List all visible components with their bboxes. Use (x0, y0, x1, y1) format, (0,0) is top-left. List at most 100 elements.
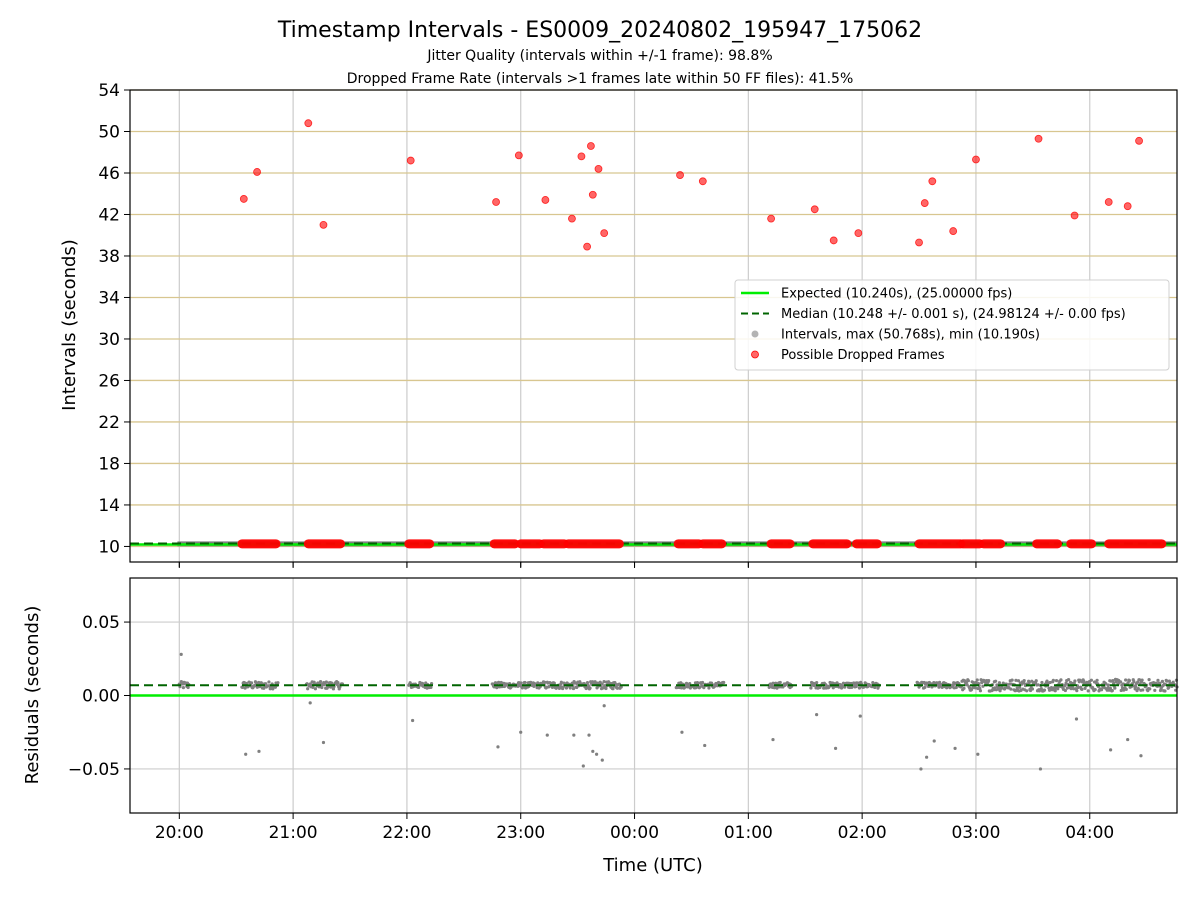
x-tick-label: 22:00 (382, 823, 431, 843)
residual-point (497, 680, 501, 684)
residual-point (244, 752, 248, 756)
residual-point (923, 685, 927, 690)
residual-point (318, 679, 323, 684)
residual-point (568, 686, 572, 690)
residual-point (925, 755, 929, 759)
dropped-frame-point (915, 238, 923, 247)
residual-point (320, 685, 324, 690)
residual-point (1095, 678, 1099, 682)
residual-point (962, 686, 966, 690)
residual-point (1154, 681, 1158, 685)
residual-point (966, 679, 970, 683)
residual-point (1075, 688, 1079, 693)
dropped-frame-point (1135, 136, 1143, 145)
residual-point (932, 739, 936, 743)
residual-point (1078, 678, 1082, 682)
residual-point (858, 714, 862, 718)
residual-point (1003, 686, 1007, 690)
residual-point (602, 679, 606, 684)
residual-point (179, 652, 183, 656)
residual-point (1089, 678, 1093, 682)
dropped-frame-point (239, 195, 248, 203)
dropped-frame-point (949, 227, 958, 235)
x-axis-label: Time (UTC) (602, 855, 703, 876)
residual-point (1025, 689, 1029, 693)
intervals-y-tick-label: 30 (98, 330, 120, 350)
residual-point (329, 681, 334, 685)
residual-point (1027, 680, 1031, 685)
dropped-frame-point (972, 155, 980, 164)
residuals-y-tick-label: −0.05 (68, 760, 120, 780)
residual-point (1118, 680, 1123, 684)
dropped-frame-point (1123, 202, 1132, 211)
intervals-y-tick-label: 18 (98, 454, 120, 474)
residual-point (1056, 687, 1060, 691)
residual-point (416, 685, 421, 690)
residual-point (276, 681, 280, 685)
legend: Expected (10.240s), (25.00000 fps) Median… (734, 279, 1170, 371)
residual-point (1148, 687, 1152, 691)
residual-point (1030, 687, 1035, 691)
dropped-frame-point (1070, 211, 1079, 220)
residual-point (700, 680, 705, 685)
dropped-frame-point (1104, 198, 1113, 206)
residual-point (306, 687, 310, 691)
residual-point (1048, 680, 1052, 685)
intervals-y-axis-label: Intervals (seconds) (59, 239, 80, 411)
residual-point (940, 685, 944, 689)
residual-point (1136, 687, 1140, 691)
legend-label: Intervals, max (50.768s), min (10.190s) (781, 328, 1040, 343)
x-tick-label: 03:00 (951, 823, 1000, 843)
residual-point (1040, 680, 1044, 685)
residual-point (815, 712, 819, 717)
residual-point (1106, 686, 1110, 690)
residual-point (1009, 687, 1013, 691)
residual-point (1021, 681, 1026, 685)
residuals-y-tick-label: 0.00 (82, 687, 120, 707)
dropped-frame-point (920, 199, 929, 207)
residual-point (1042, 688, 1047, 692)
residual-point (919, 767, 923, 771)
intervals-y-tick-label: 54 (98, 81, 120, 101)
residual-point (240, 685, 245, 689)
residual-point (587, 733, 591, 737)
jitter-quality-subtitle: Jitter Quality (intervals within +/-1 fr… (426, 48, 772, 64)
residual-point (1163, 689, 1167, 693)
residual-point (1156, 678, 1160, 682)
residual-point (581, 764, 585, 768)
residual-point (1074, 717, 1079, 721)
residual-point (591, 749, 595, 753)
residual-point (1076, 685, 1080, 690)
dropped-frame-point (304, 119, 313, 128)
residual-point (552, 681, 556, 685)
residual-point (771, 737, 775, 742)
residual-point (1111, 678, 1115, 683)
residual-point (1093, 688, 1097, 692)
dropped-frame-point (577, 152, 586, 161)
dropped-frame-point (568, 214, 576, 223)
residual-point (588, 686, 592, 690)
legend-intervals-swatch (751, 330, 759, 338)
residual-point (336, 680, 340, 685)
residual-point (1134, 684, 1138, 689)
residual-point (1036, 683, 1040, 687)
residual-point (978, 689, 983, 693)
residual-point (1039, 687, 1043, 691)
residual-point (1104, 682, 1108, 686)
residual-point (994, 679, 998, 683)
residual-point (1109, 748, 1113, 752)
residual-point (997, 681, 1002, 685)
x-tick-label: 01:00 (724, 823, 773, 843)
residual-point (559, 680, 563, 684)
residual-point (308, 701, 312, 705)
intervals-y-tick-label: 26 (98, 371, 120, 391)
residual-point (572, 733, 576, 737)
residual-point (973, 686, 977, 690)
dropped-frame-point (1034, 134, 1043, 143)
residual-point (186, 685, 190, 690)
residual-point (1106, 683, 1111, 687)
residual-point (1140, 678, 1144, 682)
residual-point (1126, 737, 1130, 742)
residual-point (833, 746, 838, 750)
dropped-frame-point (676, 171, 684, 179)
